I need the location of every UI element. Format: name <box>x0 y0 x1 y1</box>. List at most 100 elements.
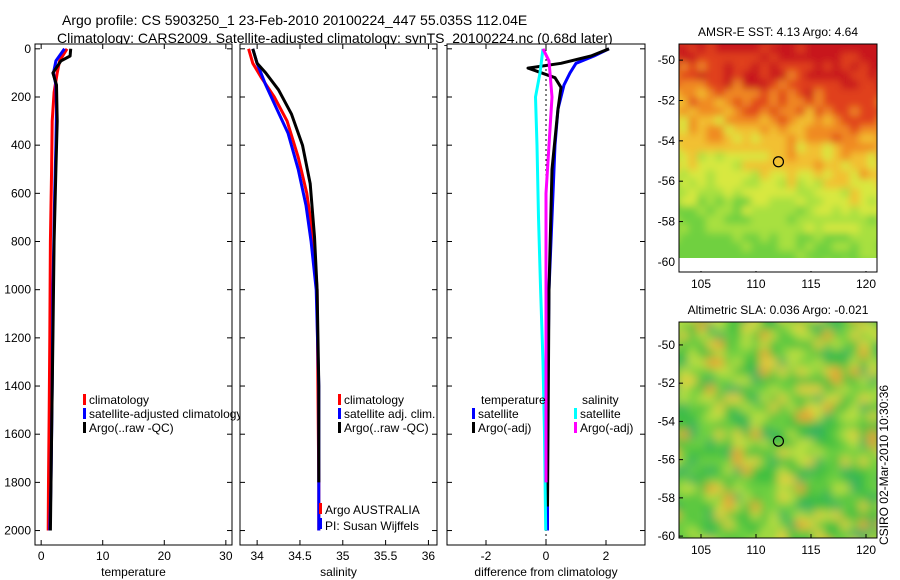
annotation-line2: PI: Susan Wijffels <box>325 519 419 533</box>
map-cell <box>688 358 698 368</box>
map-cell <box>868 206 877 216</box>
map-cell <box>697 161 707 171</box>
map-cell <box>832 53 842 63</box>
map-cell <box>850 457 860 467</box>
map-cell <box>778 430 788 440</box>
map-cell <box>868 511 877 521</box>
map-cell <box>751 161 761 171</box>
map-cell <box>868 53 877 63</box>
map-cell <box>868 394 877 404</box>
map-cell <box>832 376 842 386</box>
map-cell <box>814 493 824 503</box>
map-cell <box>832 394 842 404</box>
x-tick-label: 2 <box>603 549 610 563</box>
map-cell <box>832 448 842 458</box>
map-cell <box>697 107 707 117</box>
map-cell <box>778 242 788 252</box>
map-cell <box>751 322 761 332</box>
map-cell <box>805 331 815 341</box>
map-cell <box>760 71 770 81</box>
map-cell <box>823 224 833 234</box>
map-cell <box>787 125 797 135</box>
map-cell <box>805 143 815 153</box>
map-cell <box>769 403 779 413</box>
map-cell <box>760 475 770 485</box>
map-cell <box>850 242 860 252</box>
map-cell <box>688 412 698 422</box>
map-cell <box>724 394 734 404</box>
map-cell <box>796 179 806 189</box>
x-tick-label: 115 <box>801 543 820 557</box>
legend-swatch-blue <box>83 408 86 419</box>
map-cell <box>679 215 689 225</box>
map-cell <box>814 71 824 81</box>
map-cell <box>733 80 743 90</box>
map-cell <box>868 475 877 485</box>
map-cell <box>679 367 689 377</box>
map-cell <box>778 466 788 476</box>
map-cell <box>850 358 860 368</box>
map-cell <box>688 71 698 81</box>
map-cell <box>841 161 851 171</box>
map-cell <box>751 152 761 162</box>
map-cell <box>715 475 725 485</box>
map-cell <box>796 430 806 440</box>
map-cell <box>724 242 734 252</box>
map-cell <box>688 89 698 99</box>
map-cell <box>760 403 770 413</box>
map-cell <box>742 224 752 234</box>
map-cell <box>868 385 877 395</box>
map-cell <box>787 484 797 494</box>
map-cell <box>751 367 761 377</box>
map-cell <box>742 529 752 538</box>
map-cell <box>823 529 833 538</box>
map-cell <box>796 493 806 503</box>
map-cell <box>760 170 770 180</box>
map-cell <box>859 197 869 207</box>
map-cell <box>859 403 869 413</box>
map-cell <box>787 439 797 449</box>
map-cell <box>832 170 842 180</box>
map-cell <box>823 44 833 54</box>
map-cell <box>733 188 743 198</box>
map-cell <box>733 475 743 485</box>
map-cell <box>760 367 770 377</box>
map-cell <box>715 493 725 503</box>
map-cell <box>679 376 689 386</box>
map-cell <box>823 98 833 108</box>
map-cell <box>868 152 877 162</box>
map-cell <box>760 457 770 467</box>
map-cell <box>715 484 725 494</box>
map-cell <box>832 403 842 413</box>
map-cell <box>823 349 833 359</box>
y-tick-label: 0 <box>24 42 31 56</box>
map-cell <box>823 403 833 413</box>
map-cell <box>733 62 743 72</box>
map-cell <box>859 116 869 126</box>
map-cell <box>679 278 689 288</box>
map-cell <box>706 134 716 144</box>
map-cell <box>742 161 752 171</box>
map-cell <box>823 538 833 548</box>
map-cell <box>715 376 725 386</box>
annotation-mark-red <box>319 503 322 514</box>
map-cell <box>778 484 788 494</box>
map-cell <box>715 125 725 135</box>
map-cell <box>679 358 689 368</box>
map-cell <box>805 89 815 99</box>
map-cell <box>877 206 887 216</box>
x-axis-label: temperature <box>101 565 166 579</box>
map-cell <box>868 233 877 243</box>
map-cell <box>733 71 743 81</box>
legend-label: climatology <box>344 393 404 407</box>
x-tick-label: 105 <box>691 277 711 291</box>
map-cell <box>859 475 869 485</box>
map-cell <box>742 44 752 54</box>
map-cell <box>814 511 824 521</box>
map-cell <box>679 134 689 144</box>
map-cell <box>787 107 797 117</box>
map-cell <box>751 89 761 99</box>
map-cell <box>841 457 851 467</box>
map-cell <box>751 529 761 538</box>
map-cell <box>679 403 689 413</box>
